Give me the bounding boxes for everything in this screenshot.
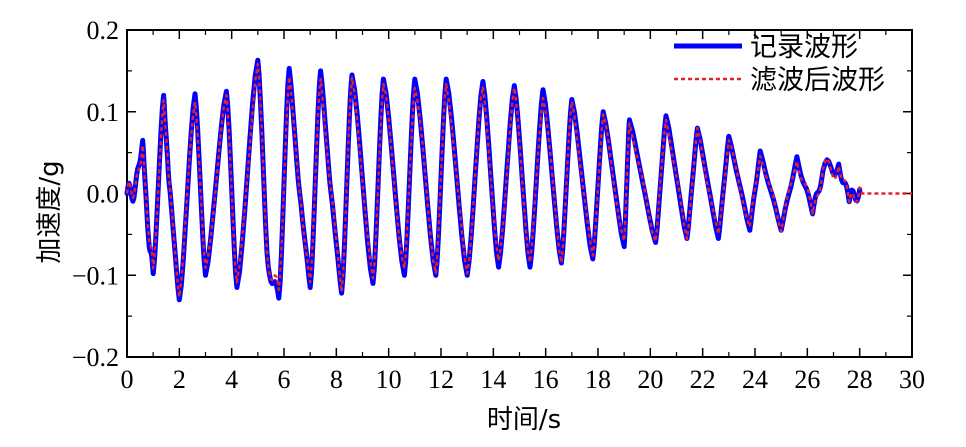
x-tick-label: 12 — [428, 365, 454, 394]
x-tick-label: 2 — [173, 365, 186, 394]
x-tick-label: 4 — [225, 365, 238, 394]
series-layer — [124, 57, 912, 303]
legend-label-recorded: 记录波形 — [750, 32, 858, 63]
x-tick-label: 0 — [121, 365, 134, 394]
x-tick-label: 28 — [847, 365, 873, 394]
y-tick-label: 0.2 — [87, 16, 120, 45]
x-tick-label: 26 — [794, 365, 820, 394]
x-tick-label: 20 — [637, 365, 663, 394]
y-tick-label: −0.1 — [72, 261, 119, 290]
x-axis-title: 时间/s — [487, 405, 561, 435]
y-tick-label: −0.2 — [72, 343, 119, 372]
series-filtered-waveform — [125, 62, 912, 299]
y-tick-label: 0.0 — [87, 180, 120, 209]
y-tick-label: 0.1 — [87, 98, 120, 127]
x-tick-label: 30 — [899, 365, 925, 394]
series-recorded-waveform — [124, 57, 863, 303]
x-tick-label: 10 — [376, 365, 402, 394]
x-tick-label: 24 — [742, 365, 768, 394]
x-tick-label: 22 — [690, 365, 716, 394]
x-tick-label: 16 — [533, 365, 559, 394]
x-tick-label: 8 — [330, 365, 343, 394]
x-tick-label: 14 — [480, 365, 506, 394]
axes: 0 2 4 6 8 10 12 14 16 18 20 22 24 26 28 30−0.2−0.10.00.… — [72, 16, 925, 394]
x-tick-label: 6 — [278, 365, 291, 394]
y-axis-title: 加速度/g — [35, 160, 65, 263]
legend-label-filtered: 滤波后波形 — [750, 65, 885, 96]
x-tick-label: 18 — [585, 365, 611, 394]
